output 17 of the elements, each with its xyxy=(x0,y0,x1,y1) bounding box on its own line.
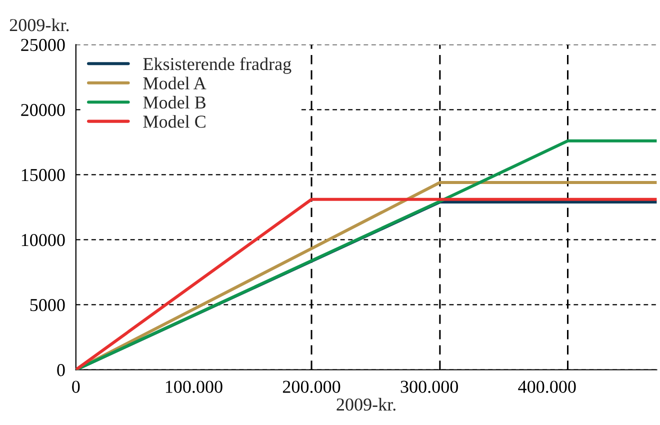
legend-label: Model B xyxy=(143,96,206,109)
y-tick-label: 10000 xyxy=(22,234,65,246)
x-tick-label: 0 xyxy=(72,380,80,393)
y-axis-title: 2009-kr. xyxy=(10,18,69,32)
legend-label: Model C xyxy=(143,115,206,128)
y-tick-label: 20000 xyxy=(21,104,65,116)
x-tick-label: 200.000 xyxy=(282,380,340,393)
y-tick-label: 5000 xyxy=(30,298,65,312)
legend-label: Eksisterende fradrag xyxy=(143,57,292,74)
y-tick-label: 15000 xyxy=(22,168,65,182)
x-tick-label: 100.000 xyxy=(166,380,222,393)
x-axis-title: 2009-kr. xyxy=(336,398,396,411)
x-tick-label: 300.000 xyxy=(400,380,458,393)
y-tick-label: 25000 xyxy=(21,38,65,52)
x-tick-label: 400.000 xyxy=(518,380,576,393)
legend-label: Model A xyxy=(143,76,206,90)
y-tick-label: 0 xyxy=(57,364,65,376)
